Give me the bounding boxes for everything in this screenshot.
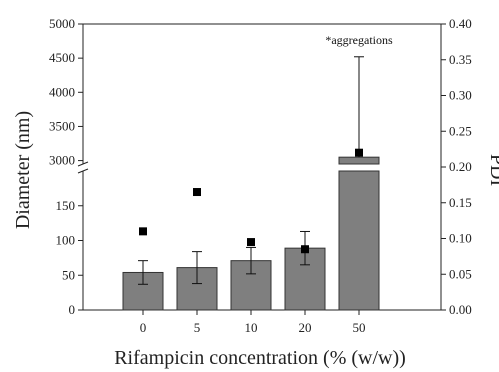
pdi-marker xyxy=(301,245,309,254)
y2-tick-label: 0.35 xyxy=(449,52,472,67)
bar-upper xyxy=(338,156,380,165)
y-tick-label: 100 xyxy=(56,233,76,248)
x-tick-label: 20 xyxy=(299,320,312,335)
y-tick-label: 4500 xyxy=(49,50,75,65)
y-tick-label: 5000 xyxy=(49,16,75,31)
y2-tick-label: 0.30 xyxy=(449,88,472,103)
axis-break-mark xyxy=(77,168,89,174)
pdi-marker xyxy=(193,188,201,197)
y2-tick-label: 0.10 xyxy=(449,231,472,246)
axis-ticks: 050100150300035004000450050000.000.050.1… xyxy=(49,16,472,335)
bar-lower xyxy=(338,170,380,311)
axis-break-mark xyxy=(77,161,89,167)
x-tick-label: 0 xyxy=(140,320,147,335)
y2-tick-label: 0.20 xyxy=(449,159,472,174)
pdi-marker xyxy=(355,148,363,157)
y-tick-label: 0 xyxy=(69,302,76,317)
plot-area: *aggregations xyxy=(77,23,442,311)
y2-tick-label: 0.40 xyxy=(449,16,472,31)
x-axis-title: Rifampicin concentration (% (w/w)) xyxy=(114,347,406,369)
y-tick-label: 3500 xyxy=(49,118,75,133)
y2-tick-label: 0.25 xyxy=(449,123,472,138)
y2-tick-label: 0.00 xyxy=(449,302,472,317)
x-tick-label: 5 xyxy=(194,320,201,335)
x-tick-label: 50 xyxy=(353,320,366,335)
y-tick-label: 3000 xyxy=(49,153,75,168)
y2-axis-title: PDI xyxy=(486,154,499,186)
pdi-marker xyxy=(139,227,147,236)
y-axis-title: Diameter (nm) xyxy=(12,111,34,229)
x-tick-label: 10 xyxy=(245,320,258,335)
y-tick-label: 150 xyxy=(56,198,76,213)
pdi-marker xyxy=(247,238,255,247)
y-tick-label: 50 xyxy=(62,267,75,282)
annotation-label: *aggregations xyxy=(325,33,393,47)
y-tick-label: 4000 xyxy=(49,84,75,99)
y2-tick-label: 0.05 xyxy=(449,266,472,281)
y2-tick-label: 0.15 xyxy=(449,195,472,210)
